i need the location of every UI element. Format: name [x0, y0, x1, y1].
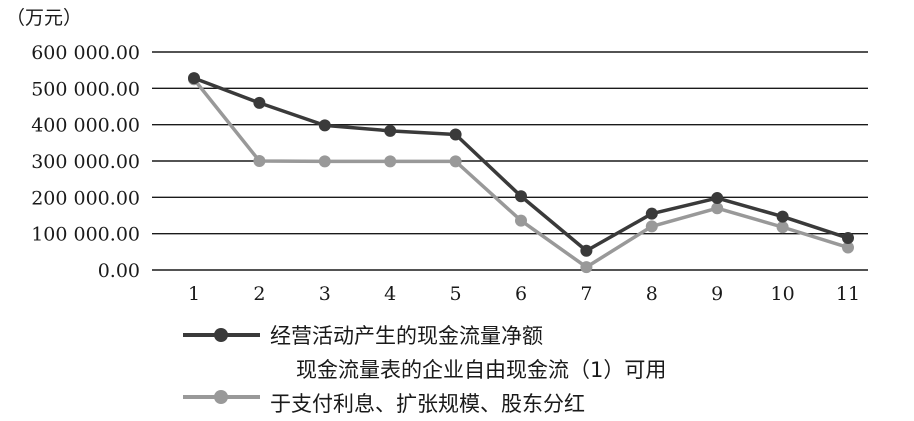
y-tick-label: 100 000.00 [31, 224, 140, 246]
series-1-point [384, 124, 397, 137]
series-2-point [318, 155, 331, 168]
series-2-point [711, 202, 724, 215]
series-2-point [776, 221, 789, 234]
legend-label-series-2-line-2: 于支付利息、扩张规模、股东分红 [270, 392, 585, 416]
legend: 经营活动产生的现金流量净额 现金流量表的企业自由现金流（1）可用 于支付利息、扩… [183, 324, 666, 416]
y-tick-label: 300 000.00 [31, 151, 140, 173]
x-tick-label: 9 [711, 283, 723, 305]
series-1-point [188, 72, 200, 85]
y-tick-label: 400 000.00 [31, 115, 140, 137]
legend-swatch-marker-1 [214, 328, 228, 342]
x-tick-label: 5 [450, 283, 462, 305]
series-2-point [384, 155, 397, 168]
y-tick-label: 600 000.00 [31, 42, 140, 64]
series-1-point [842, 232, 854, 245]
series-1-point [515, 190, 527, 203]
series-2-point [515, 214, 527, 227]
series-1-point [449, 128, 462, 141]
x-tick-label: 11 [836, 283, 860, 305]
series-1-point [253, 96, 266, 109]
x-tick-label: 6 [515, 283, 527, 305]
legend-label-series-1: 经营活动产生的现金流量净额 [270, 324, 543, 348]
series-1-point [580, 244, 593, 257]
series-1-point [776, 210, 789, 223]
series-group [188, 72, 854, 274]
x-tick-label: 10 [771, 283, 795, 305]
series-2-point [449, 155, 462, 168]
series-2-point [580, 261, 593, 274]
x-tick-label: 1 [188, 283, 200, 305]
x-tick-label: 3 [319, 283, 331, 305]
series-2-point [645, 220, 658, 233]
legend-swatch-marker-2 [214, 390, 228, 404]
x-tick-labels: 1 2 3 4 5 6 7 8 9 10 11 [188, 283, 860, 305]
x-tick-label: 2 [253, 283, 265, 305]
x-tick-label: 8 [646, 283, 658, 305]
series-2-point [253, 155, 266, 167]
x-tick-label: 4 [384, 283, 396, 305]
y-tick-label: 500 000.00 [31, 78, 140, 100]
legend-label-series-2-line-1: 现金流量表的企业自由现金流（1）可用 [296, 358, 666, 382]
series-2-point [842, 241, 854, 254]
y-tick-labels: 0.00 100 000.00 200 000.00 300 000.00 400 00… [31, 42, 140, 282]
series-line-2 [192, 78, 849, 269]
series-1-point [645, 207, 658, 220]
y-unit-label: （万元） [6, 7, 82, 29]
x-tick-label: 7 [580, 283, 592, 305]
y-tick-label: 0.00 [98, 260, 140, 282]
series-1-point [318, 119, 331, 132]
series-1-point [711, 192, 724, 205]
y-tick-label: 200 000.00 [31, 187, 140, 209]
